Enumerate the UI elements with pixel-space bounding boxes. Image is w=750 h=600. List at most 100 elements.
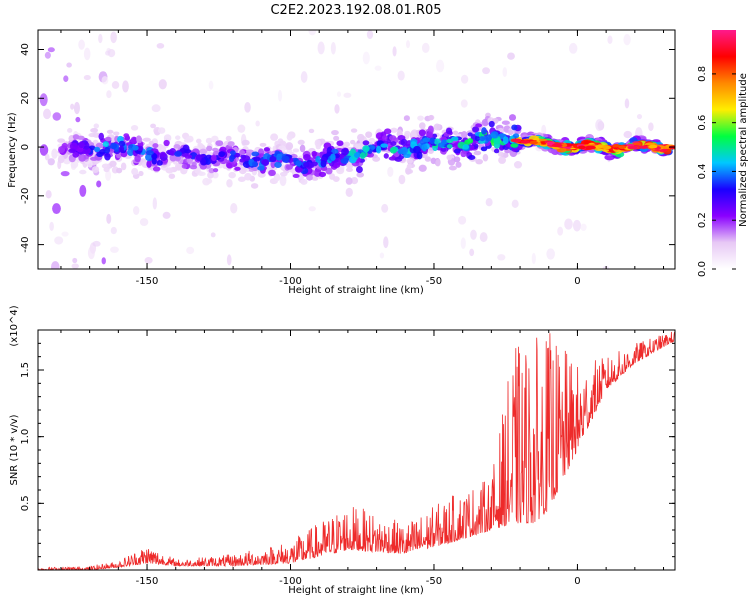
heatmap-cell	[202, 177, 211, 186]
heatmap-cell	[577, 145, 586, 150]
heatmap-cell	[513, 161, 523, 169]
heatmap-cell	[273, 173, 281, 182]
heatmap-cell	[429, 137, 435, 145]
heatmap-cell	[383, 128, 392, 135]
heatmap-cell	[336, 166, 345, 175]
heatmap-cell	[145, 150, 154, 156]
heatmap-cell	[472, 126, 480, 133]
heatmap-cell	[101, 163, 110, 169]
heatmap-cell	[460, 74, 469, 84]
heatmap-cell	[110, 31, 117, 44]
heatmap-cell	[510, 143, 519, 148]
heatmap-cell	[341, 148, 349, 156]
heatmap-cell	[308, 128, 315, 134]
heatmap-cell	[113, 131, 120, 136]
heatmap-cell	[110, 246, 119, 253]
heatmap-cell	[98, 33, 103, 44]
heatmap-cell	[419, 122, 426, 130]
heatmap-cell	[410, 130, 417, 137]
heatmap-cell	[469, 248, 475, 257]
heatmap-cell	[83, 75, 91, 81]
heatmap-cell	[332, 176, 340, 182]
heatmap-cell	[551, 143, 563, 148]
heatmap-cell	[227, 141, 235, 147]
heatmap-cell	[237, 124, 246, 133]
heatmap-cell	[57, 138, 66, 143]
x-tick-label: -50	[426, 276, 442, 287]
colorbar-ticks: 0.0 0.2 0.4 0.6 0.8	[697, 66, 736, 277]
colorbar-tick-label: 0.0	[697, 261, 708, 277]
heatmap-cell	[277, 89, 283, 102]
heatmap-cell	[406, 158, 414, 164]
heatmap-cell	[320, 160, 327, 168]
heatmap-cell	[568, 42, 578, 54]
heatmap-cell	[285, 164, 293, 170]
heatmap-cell	[392, 46, 397, 57]
heatmap-cell	[109, 160, 117, 167]
y-tick-label: 1.5	[20, 362, 31, 378]
heatmap-cell	[345, 177, 353, 185]
heatmap-cell	[70, 161, 79, 169]
heatmap-cell	[90, 128, 99, 133]
heatmap-cell	[612, 143, 620, 148]
heatmap-cell	[382, 135, 388, 141]
heatmap-cell	[461, 131, 468, 139]
heatmap-cell	[77, 135, 85, 140]
heatmap-cell	[61, 231, 69, 237]
heatmap-cell	[470, 229, 477, 240]
heatmap-cell	[156, 160, 163, 166]
heatmap-cell	[299, 144, 306, 153]
heatmap-cell	[303, 154, 311, 161]
heatmap-cell	[353, 152, 361, 159]
heatmap-cell	[306, 174, 313, 181]
heatmap-cell	[199, 148, 208, 155]
heatmap-cell	[493, 137, 501, 145]
heatmap-cell	[343, 141, 350, 148]
heatmap-cell	[467, 154, 476, 161]
heatmap-cell	[101, 257, 106, 265]
heatmap-cell	[195, 154, 202, 162]
heatmap-cell	[403, 115, 410, 122]
heatmap-cell	[45, 190, 52, 199]
heatmap-cell	[311, 176, 319, 181]
heatmap-cell	[422, 137, 431, 143]
heatmap-cell	[311, 150, 317, 157]
heatmap-cell	[127, 148, 135, 157]
heatmap-cell	[405, 168, 413, 174]
heatmap-cell	[424, 156, 432, 162]
heatmap-cell	[350, 128, 358, 133]
heatmap-cell	[390, 141, 397, 146]
heatmap-cell	[508, 129, 514, 136]
heatmap-cell	[186, 246, 195, 255]
heatmap-cell	[520, 140, 530, 144]
heatmap-cell	[648, 144, 658, 149]
heatmap-cell	[572, 219, 581, 232]
heatmap-cell	[485, 134, 493, 142]
heatmap-cell	[118, 140, 126, 147]
heatmap-cell	[174, 150, 183, 157]
heatmap-cell	[357, 133, 365, 142]
heatmap-cell	[512, 138, 522, 143]
heatmap-cell	[96, 180, 102, 188]
heatmap-cell	[212, 171, 219, 179]
heatmap-cell	[104, 147, 111, 154]
heatmap-cell	[142, 137, 151, 142]
heatmap-cell	[416, 151, 423, 160]
y-tick-label: 1.0	[20, 429, 31, 445]
top-x-axis: -150 -100 -50 0	[60, 30, 665, 287]
heatmap-cell	[336, 91, 342, 97]
heatmap-cell	[208, 167, 215, 174]
heatmap-cell	[104, 152, 111, 161]
heatmap-cell	[623, 34, 631, 46]
heatmap-cell	[72, 257, 78, 264]
heatmap-cell	[132, 145, 139, 151]
heatmap-cell	[300, 178, 308, 185]
heatmap-cell	[607, 35, 613, 44]
heatmap-cell	[380, 143, 389, 148]
heatmap-cell	[211, 154, 217, 162]
colorbar: 0.0 0.2 0.4 0.6 0.8 Normalized spectral ampl…	[697, 30, 749, 277]
heatmap-cell	[453, 148, 461, 154]
heatmap-cell	[239, 158, 246, 163]
heatmap-cell	[194, 167, 201, 174]
heatmap-cell	[152, 143, 159, 149]
